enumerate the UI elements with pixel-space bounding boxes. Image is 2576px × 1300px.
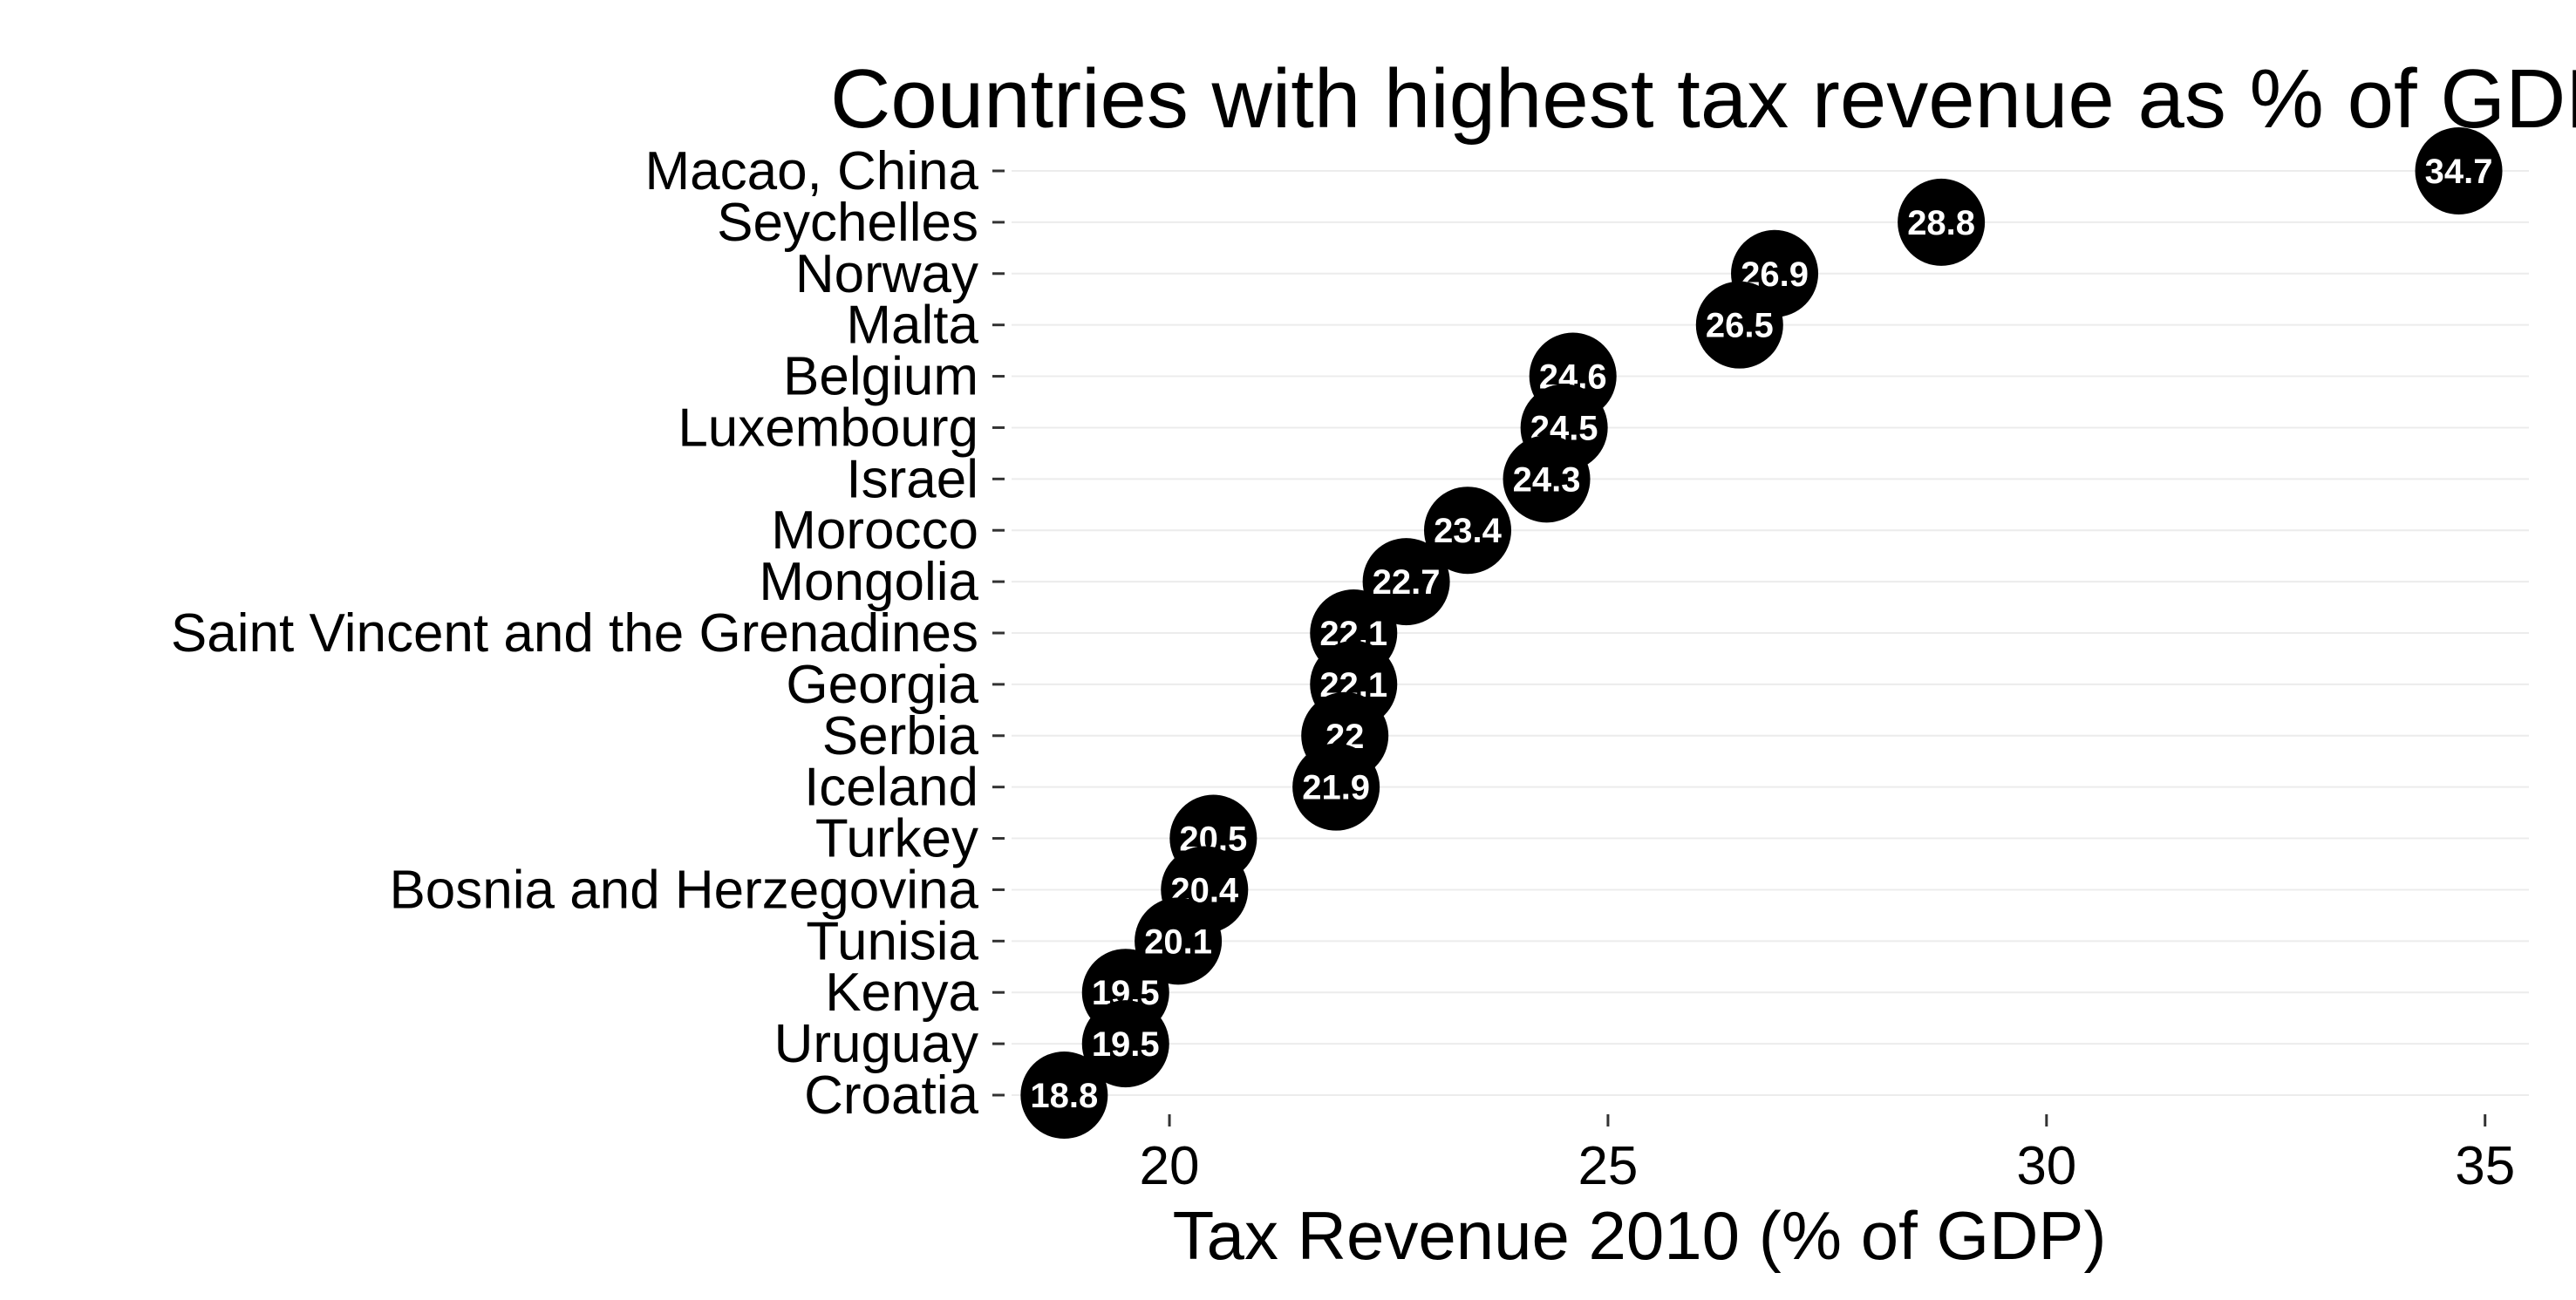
- x-axis: 20 25 30 35: [1140, 1114, 2515, 1196]
- data-point: [1503, 435, 1591, 523]
- y-tick-label: Serbia: [822, 706, 979, 766]
- data-label: 18.8: [1030, 1077, 1098, 1115]
- data-label: 20.1: [1144, 922, 1212, 961]
- data-label: 34.7: [2425, 153, 2493, 191]
- y-tick-label: Tunisia: [806, 911, 978, 971]
- grid-layer: [1012, 170, 2529, 1096]
- data-label: 23.4: [1434, 512, 1503, 550]
- y-tick-label: Kenya: [825, 963, 978, 1023]
- points-layer: 34.728.826.926.524.624.524.323.422.722.1…: [1020, 127, 2503, 1139]
- y-tick-label: Uruguay: [774, 1014, 978, 1074]
- data-point: [1695, 281, 1783, 369]
- data-point: [1424, 487, 1512, 575]
- data-point: [2415, 127, 2503, 214]
- data-label: 22.7: [1373, 563, 1441, 602]
- data-point: [1292, 743, 1380, 831]
- x-axis-title: Tax Revenue 2010 (% of GDP): [1173, 1197, 2107, 1274]
- x-tick-label: 20: [1140, 1136, 1200, 1196]
- y-tick-label: Israel: [846, 449, 978, 509]
- y-tick-label: Georgia: [786, 655, 978, 715]
- y-tick-label: Morocco: [771, 500, 978, 561]
- data-point: [1020, 1052, 1108, 1139]
- y-tick-label: Bosnia and Herzegovina: [389, 860, 978, 920]
- x-tick-label: 35: [2455, 1136, 2515, 1196]
- chart-title: Countries with highest tax revenue as % …: [830, 52, 2576, 146]
- y-tick-label: Seychelles: [717, 193, 978, 253]
- y-axis: Macao, ChinaSeychellesNorwayMaltaBelgium…: [171, 141, 1005, 1126]
- y-tick-label: Iceland: [804, 758, 978, 818]
- y-tick-label: Malta: [846, 296, 978, 356]
- y-tick-label: Belgium: [783, 347, 978, 407]
- data-point: [1898, 178, 1986, 266]
- y-tick-label: Luxembourg: [678, 398, 978, 458]
- y-tick-label: Croatia: [804, 1065, 978, 1126]
- data-point: [1081, 1000, 1169, 1088]
- data-label: 28.8: [1907, 204, 1975, 242]
- y-tick-label: Macao, China: [644, 141, 978, 201]
- data-label: 24.3: [1513, 460, 1581, 499]
- y-tick-label: Mongolia: [759, 552, 978, 612]
- y-tick-label: Norway: [795, 244, 978, 304]
- data-label: 19.5: [1092, 1025, 1160, 1064]
- x-tick-label: 25: [1578, 1136, 1638, 1196]
- data-label: 21.9: [1302, 769, 1370, 807]
- data-label: 26.5: [1706, 307, 1774, 345]
- y-tick-label: Turkey: [815, 809, 978, 869]
- x-tick-label: 30: [2016, 1136, 2076, 1196]
- y-tick-label: Saint Vincent and the Grenadines: [171, 603, 978, 664]
